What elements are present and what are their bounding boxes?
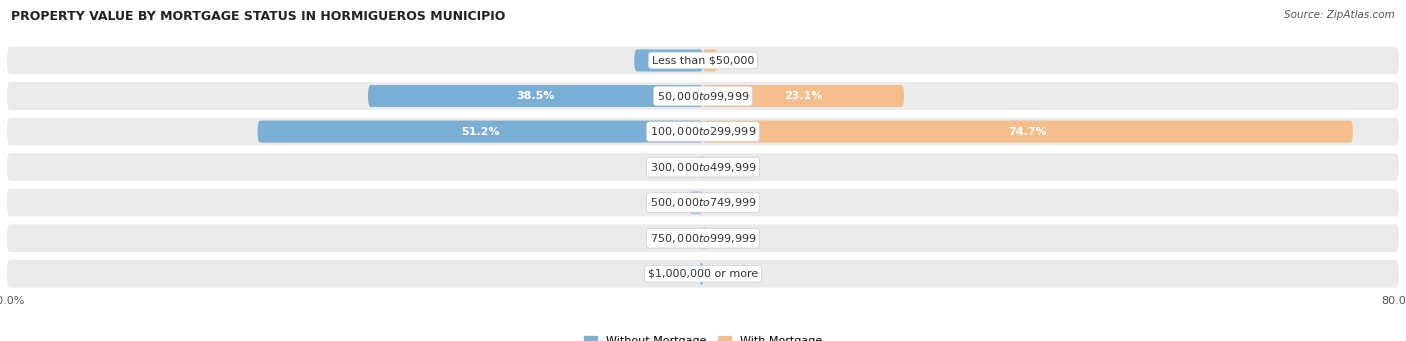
Text: 0.34%: 0.34% (658, 269, 693, 279)
Text: Less than $50,000: Less than $50,000 (652, 56, 754, 65)
FancyBboxPatch shape (689, 192, 703, 214)
FancyBboxPatch shape (7, 260, 1399, 287)
Text: $750,000 to $999,999: $750,000 to $999,999 (650, 232, 756, 245)
FancyBboxPatch shape (703, 227, 707, 249)
Text: 74.7%: 74.7% (1008, 127, 1047, 136)
Text: Source: ZipAtlas.com: Source: ZipAtlas.com (1284, 10, 1395, 20)
FancyBboxPatch shape (7, 118, 1399, 145)
Legend: Without Mortgage, With Mortgage: Without Mortgage, With Mortgage (579, 332, 827, 341)
Text: 1.6%: 1.6% (654, 198, 682, 208)
Text: 0.23%: 0.23% (658, 233, 695, 243)
FancyBboxPatch shape (703, 49, 718, 72)
Text: 7.9%: 7.9% (654, 56, 685, 65)
Text: 0.15%: 0.15% (659, 162, 695, 172)
FancyBboxPatch shape (257, 120, 703, 143)
FancyBboxPatch shape (702, 227, 703, 249)
FancyBboxPatch shape (368, 85, 703, 107)
Text: 0.48%: 0.48% (714, 233, 749, 243)
Text: 0.0%: 0.0% (710, 269, 738, 279)
FancyBboxPatch shape (7, 189, 1399, 217)
Text: 1.7%: 1.7% (724, 56, 754, 65)
Text: $500,000 to $749,999: $500,000 to $749,999 (650, 196, 756, 209)
FancyBboxPatch shape (7, 224, 1399, 252)
Text: $50,000 to $99,999: $50,000 to $99,999 (657, 89, 749, 103)
Text: 23.1%: 23.1% (785, 91, 823, 101)
FancyBboxPatch shape (7, 153, 1399, 181)
FancyBboxPatch shape (700, 263, 703, 285)
FancyBboxPatch shape (7, 82, 1399, 110)
Text: 0.0%: 0.0% (710, 198, 738, 208)
Text: 38.5%: 38.5% (516, 91, 555, 101)
Text: $300,000 to $499,999: $300,000 to $499,999 (650, 161, 756, 174)
Text: PROPERTY VALUE BY MORTGAGE STATUS IN HORMIGUEROS MUNICIPIO: PROPERTY VALUE BY MORTGAGE STATUS IN HOR… (11, 10, 506, 23)
Text: 51.2%: 51.2% (461, 127, 499, 136)
FancyBboxPatch shape (703, 85, 904, 107)
Text: $100,000 to $299,999: $100,000 to $299,999 (650, 125, 756, 138)
Text: 0.0%: 0.0% (710, 162, 738, 172)
FancyBboxPatch shape (7, 47, 1399, 74)
FancyBboxPatch shape (703, 120, 1353, 143)
FancyBboxPatch shape (634, 49, 703, 72)
Text: $1,000,000 or more: $1,000,000 or more (648, 269, 758, 279)
